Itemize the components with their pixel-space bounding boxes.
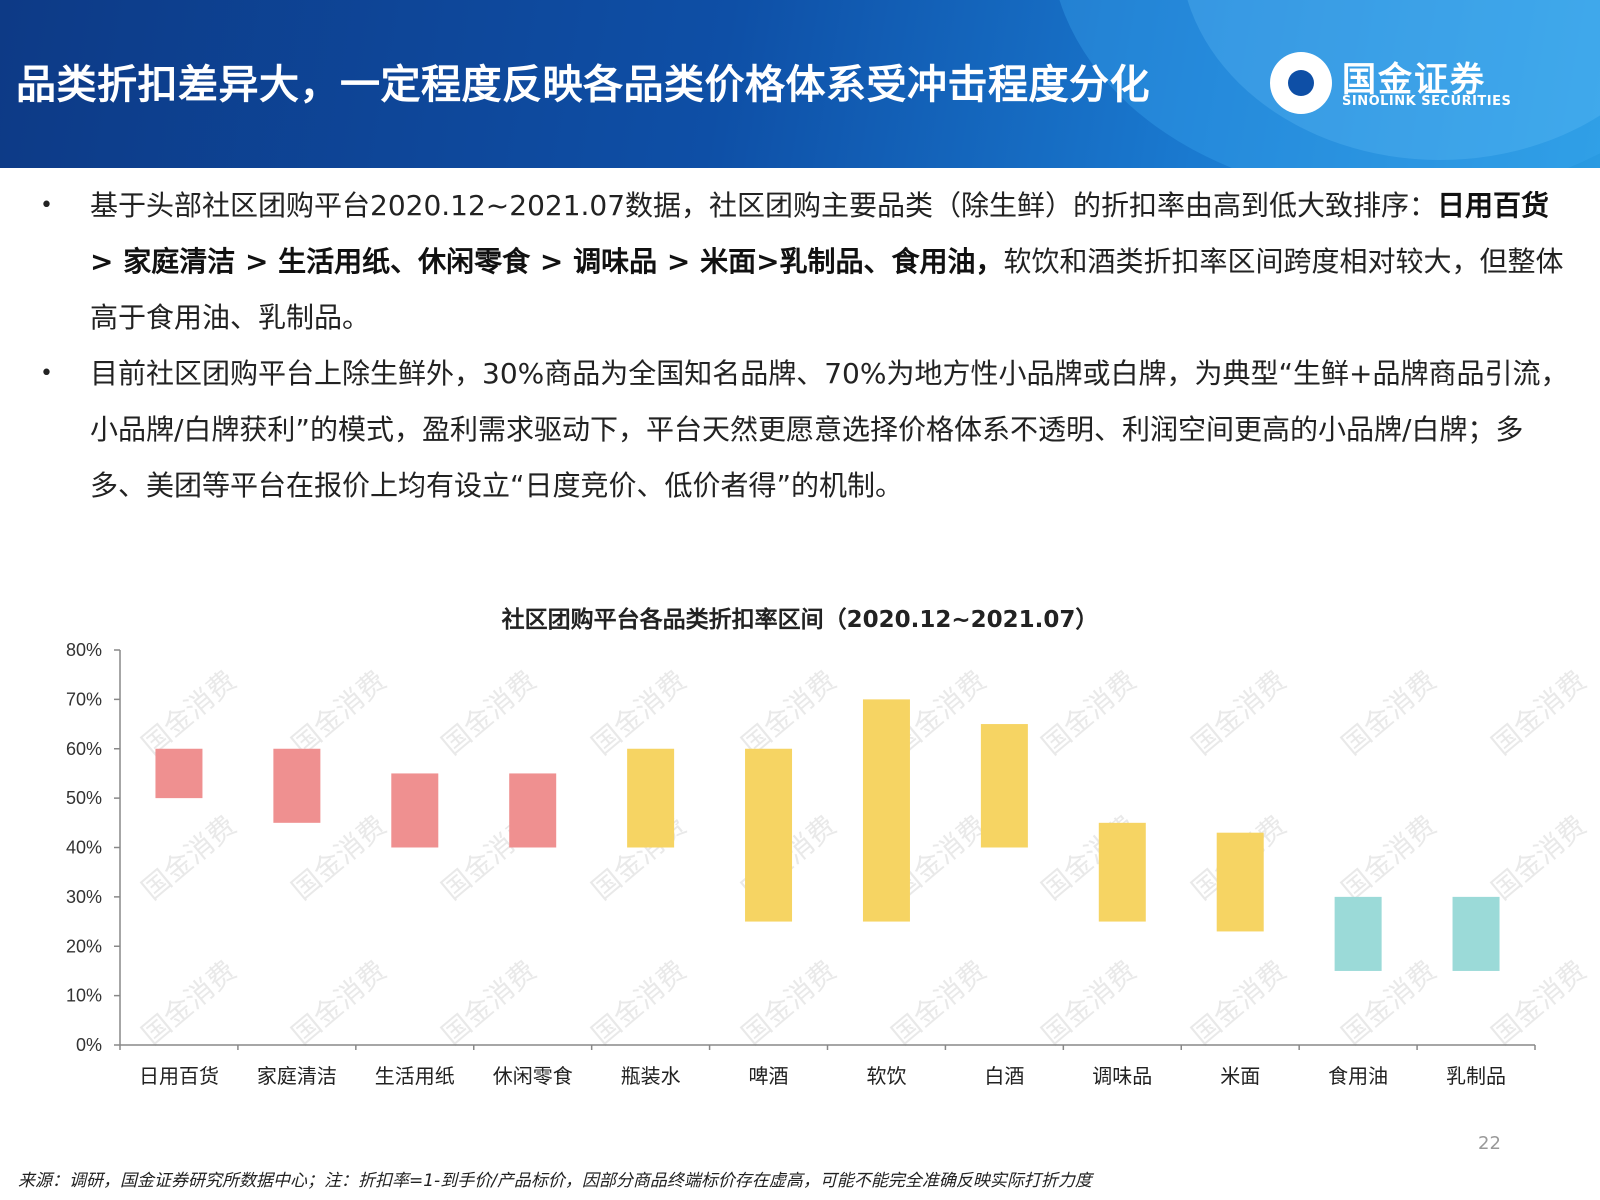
x-category-label: 瓶装水 bbox=[621, 1064, 681, 1088]
watermark-text: 国金消费 bbox=[1035, 664, 1142, 761]
range-bar bbox=[1334, 896, 1382, 971]
page-title: 品类折扣差异大，一定程度反映各品类价格体系受冲击程度分化 bbox=[16, 62, 1150, 108]
watermark-text: 国金消费 bbox=[1335, 809, 1442, 906]
watermark-text: 国金消费 bbox=[435, 664, 542, 761]
header-banner: 品类折扣差异大，一定程度反映各品类价格体系受冲击程度分化 国金证券 SINOLI… bbox=[0, 0, 1600, 168]
logo-icon bbox=[1270, 52, 1332, 114]
x-category-label: 生活用纸 bbox=[375, 1064, 455, 1088]
logo-english-name: SINOLINK SECURITIES bbox=[1342, 94, 1512, 109]
bullet-text: 基于头部社区团购平台2020.12~2021.07数据，社区团购主要品类（除生鲜… bbox=[90, 189, 1438, 222]
bullet-item: • 目前社区团购平台上除生鲜外，30%商品为全国知名品牌、70%为地方性小品牌或… bbox=[36, 346, 1576, 514]
x-category-label: 调味品 bbox=[1092, 1064, 1152, 1088]
watermark-text: 国金消费 bbox=[585, 954, 692, 1051]
bullet-dot-icon: • bbox=[40, 361, 53, 386]
bullet-dot-icon: • bbox=[40, 193, 53, 218]
logo-chinese-name: 国金证券 bbox=[1342, 60, 1486, 100]
y-tick-label: 10% bbox=[66, 986, 102, 1006]
range-bar bbox=[391, 773, 439, 848]
x-category-label: 家庭清洁 bbox=[257, 1064, 337, 1088]
watermark-text: 国金消费 bbox=[585, 664, 692, 761]
x-category-label: 米面 bbox=[1220, 1064, 1260, 1088]
range-bar bbox=[862, 699, 910, 922]
y-tick-label: 60% bbox=[66, 739, 102, 759]
bullet-text: 软饮和酒类折扣率区间跨度相对较大，但整体高于食用油、乳制品。 bbox=[90, 245, 1564, 334]
range-bar bbox=[1098, 822, 1146, 922]
bullet-item: • 基于头部社区团购平台2020.12~2021.07数据，社区团购主要品类（除… bbox=[36, 178, 1576, 346]
range-bar bbox=[745, 748, 793, 922]
y-tick-label: 40% bbox=[66, 838, 102, 858]
watermark-text: 国金消费 bbox=[135, 664, 242, 761]
x-category-label: 日用百货 bbox=[139, 1064, 219, 1088]
watermark-text: 国金消费 bbox=[285, 664, 392, 761]
range-bar bbox=[509, 773, 557, 848]
watermark-text: 国金消费 bbox=[285, 809, 392, 906]
range-bar bbox=[155, 748, 203, 799]
x-category-label: 食用油 bbox=[1328, 1064, 1388, 1088]
watermark-text: 国金消费 bbox=[1485, 664, 1592, 761]
page-number: 22 bbox=[1478, 1133, 1501, 1154]
watermark-text: 国金消费 bbox=[885, 954, 992, 1051]
x-category-label: 休闲零食 bbox=[493, 1064, 573, 1088]
y-tick-label: 80% bbox=[66, 640, 102, 660]
y-tick-label: 50% bbox=[66, 788, 102, 808]
y-tick-label: 30% bbox=[66, 887, 102, 907]
watermark-text: 国金消费 bbox=[1335, 664, 1442, 761]
watermark-text: 国金消费 bbox=[435, 954, 542, 1051]
watermark-text: 国金消费 bbox=[1485, 954, 1592, 1051]
y-tick-label: 20% bbox=[66, 936, 102, 956]
bullet-list: • 基于头部社区团购平台2020.12~2021.07数据，社区团购主要品类（除… bbox=[36, 178, 1576, 514]
watermark-text: 国金消费 bbox=[1185, 664, 1292, 761]
range-bar bbox=[1216, 832, 1264, 932]
watermark-text: 国金消费 bbox=[735, 664, 842, 761]
footer-source-note: 来源：调研，国金证券研究所数据中心；注：折扣率=1-到手价/产品标价，因部分商品… bbox=[18, 1171, 1092, 1191]
watermark-text: 国金消费 bbox=[135, 809, 242, 906]
y-tick-label: 0% bbox=[76, 1035, 102, 1055]
bullet-bold-ranking: 日用百货 > 家庭清洁 > 生活用纸、休闲零食 > 调味品 > 米面>乳制品、食… bbox=[90, 189, 1550, 278]
watermark-text: 国金消费 bbox=[1485, 809, 1592, 906]
watermark-text: 国金消费 bbox=[135, 954, 242, 1051]
watermark-text: 国金消费 bbox=[735, 954, 842, 1051]
range-bar bbox=[1452, 896, 1500, 971]
range-bar bbox=[273, 748, 321, 823]
watermark-text: 国金消费 bbox=[1035, 954, 1142, 1051]
y-tick-label: 70% bbox=[66, 689, 102, 709]
watermark-text: 国金消费 bbox=[1185, 954, 1292, 1051]
x-category-label: 乳制品 bbox=[1446, 1064, 1506, 1088]
company-logo: 国金证券 SINOLINK SECURITIES bbox=[1270, 52, 1590, 122]
range-bar bbox=[627, 748, 675, 848]
watermark-text: 国金消费 bbox=[285, 954, 392, 1051]
chart-title: 社区团购平台各品类折扣率区间（2020.12~2021.07） bbox=[501, 607, 1099, 633]
x-category-label: 啤酒 bbox=[749, 1064, 789, 1088]
x-category-label: 软饮 bbox=[866, 1064, 906, 1088]
bullet-text: 目前社区团购平台上除生鲜外，30%商品为全国知名品牌、70%为地方性小品牌或白牌… bbox=[90, 357, 1569, 502]
x-category-label: 白酒 bbox=[984, 1064, 1024, 1088]
range-bar bbox=[980, 724, 1028, 848]
